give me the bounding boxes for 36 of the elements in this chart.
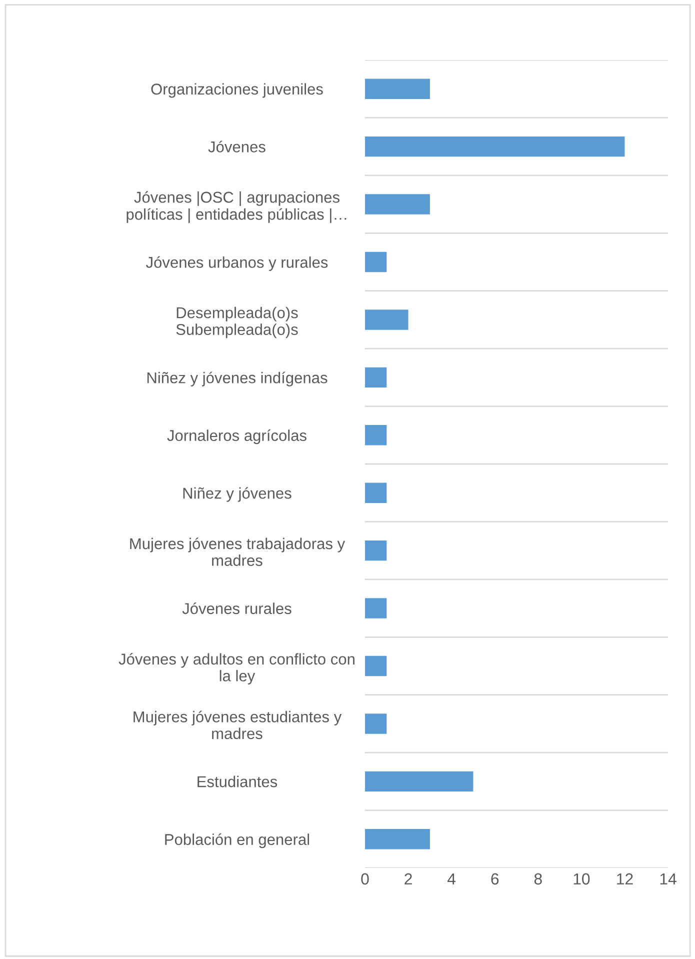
bar bbox=[365, 136, 625, 157]
bar bbox=[365, 78, 430, 99]
bar bbox=[365, 310, 408, 330]
y-tick-label: Mujeres jóvenes trabajadoras y madres bbox=[130, 538, 346, 566]
y-tick-label: Organizaciones juveniles bbox=[151, 83, 323, 98]
y-tick-label: Jóvenes y adultos en conflicto con la ley bbox=[118, 653, 354, 684]
bar bbox=[365, 714, 387, 734]
y-tick-label: Desempleada(o)s Subempleada(o)s bbox=[176, 306, 298, 338]
y-tick-label: Jóvenes |OSC | agrupaciones políticas | entidades públicas |… bbox=[126, 191, 346, 223]
y-tick-label: Estudiantes bbox=[198, 776, 278, 788]
y-tick-label: Jóvenes urbanos y rurales bbox=[146, 256, 328, 271]
bar bbox=[365, 367, 387, 388]
x-tick-label: 2 bbox=[404, 873, 412, 884]
y-tick-label: Mujeres jóvenes estudiantes y madres bbox=[134, 710, 342, 740]
x-tick-label: 0 bbox=[361, 873, 369, 885]
x-tick-label: 4 bbox=[447, 873, 456, 884]
y-tick-label: Niñez y jóvenes indígenas bbox=[147, 372, 328, 386]
x-tick-label: 14 bbox=[660, 873, 676, 884]
y-tick-label: Jóvenes rurales bbox=[182, 602, 292, 614]
bar bbox=[365, 425, 387, 446]
x-tick-label: 12 bbox=[617, 873, 633, 884]
bar bbox=[365, 540, 387, 561]
y-tick-label: Niñez y jóvenes bbox=[183, 487, 292, 502]
bar bbox=[365, 771, 474, 792]
y-tick-label: Jornaleros agrícolas bbox=[167, 429, 306, 444]
bar bbox=[365, 194, 430, 214]
bar bbox=[365, 598, 387, 618]
y-tick-label: Población en general bbox=[165, 833, 310, 848]
x-tick-label: 10 bbox=[574, 873, 590, 885]
y-tick-label: Jóvenes bbox=[208, 140, 266, 152]
x-tick-label: 8 bbox=[534, 873, 542, 885]
bar bbox=[365, 482, 387, 503]
x-tick-label: 6 bbox=[491, 873, 499, 885]
bar bbox=[365, 656, 387, 676]
bar bbox=[365, 252, 387, 272]
bar bbox=[365, 829, 430, 850]
